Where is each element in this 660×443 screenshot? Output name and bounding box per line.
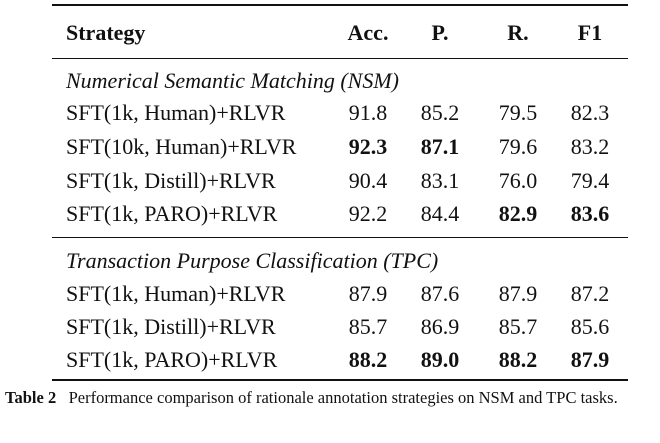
top-rule (52, 4, 628, 6)
value-cell: 83.6 (570, 201, 610, 226)
value-cell: 79.5 (498, 100, 538, 125)
value-cell: 83.1 (420, 168, 460, 193)
value-cell: 87.6 (420, 281, 460, 306)
section-title: Transaction Purpose Classification (TPC) (66, 248, 439, 273)
value-cell: 91.8 (348, 100, 388, 125)
caption-label: Table 2 (5, 388, 57, 407)
value-cell: 85.6 (570, 314, 610, 339)
value-cell: 85.7 (498, 314, 538, 339)
row-label: SFT(1k, PARO)+RLVR (66, 201, 278, 226)
header-cell: P. (431, 20, 449, 45)
value-cell: 89.0 (420, 347, 460, 372)
bottom-rule (52, 379, 628, 381)
row-label: SFT(10k, Human)+RLVR (66, 134, 297, 159)
value-cell: 82.3 (570, 100, 610, 125)
header-cell: F1 (577, 20, 603, 45)
value-cell: 85.7 (348, 314, 388, 339)
value-cell: 87.9 (498, 281, 538, 306)
value-cell: 87.9 (348, 281, 388, 306)
header-cell: Acc. (347, 20, 389, 45)
value-cell: 92.3 (348, 134, 388, 159)
value-cell: 79.4 (570, 168, 610, 193)
caption-text: Performance comparison of rationale anno… (68, 388, 618, 407)
header-cell: Strategy (66, 20, 146, 45)
section-rule (52, 237, 628, 238)
value-cell: 92.2 (348, 201, 388, 226)
value-cell: 90.4 (348, 168, 388, 193)
value-cell: 79.6 (498, 134, 538, 159)
row-label: SFT(1k, PARO)+RLVR (66, 347, 278, 372)
header-rule (52, 58, 628, 59)
row-label: SFT(1k, Human)+RLVR (66, 281, 286, 306)
row-label: SFT(1k, Distill)+RLVR (66, 168, 276, 193)
row-label: SFT(1k, Distill)+RLVR (66, 314, 276, 339)
value-cell: 87.9 (570, 347, 610, 372)
value-cell: 87.2 (570, 281, 610, 306)
value-cell: 85.2 (420, 100, 460, 125)
value-cell: 88.2 (348, 347, 388, 372)
section-title: Numerical Semantic Matching (NSM) (66, 68, 399, 93)
value-cell: 88.2 (498, 347, 538, 372)
value-cell: 83.2 (570, 134, 610, 159)
value-cell: 86.9 (420, 314, 460, 339)
header-cell: R. (507, 20, 529, 45)
value-cell: 76.0 (498, 168, 538, 193)
row-label: SFT(1k, Human)+RLVR (66, 100, 286, 125)
value-cell: 84.4 (420, 201, 460, 226)
caption: Table 2 Performance comparison of ration… (5, 386, 657, 410)
value-cell: 82.9 (498, 201, 538, 226)
value-cell: 87.1 (420, 134, 460, 159)
